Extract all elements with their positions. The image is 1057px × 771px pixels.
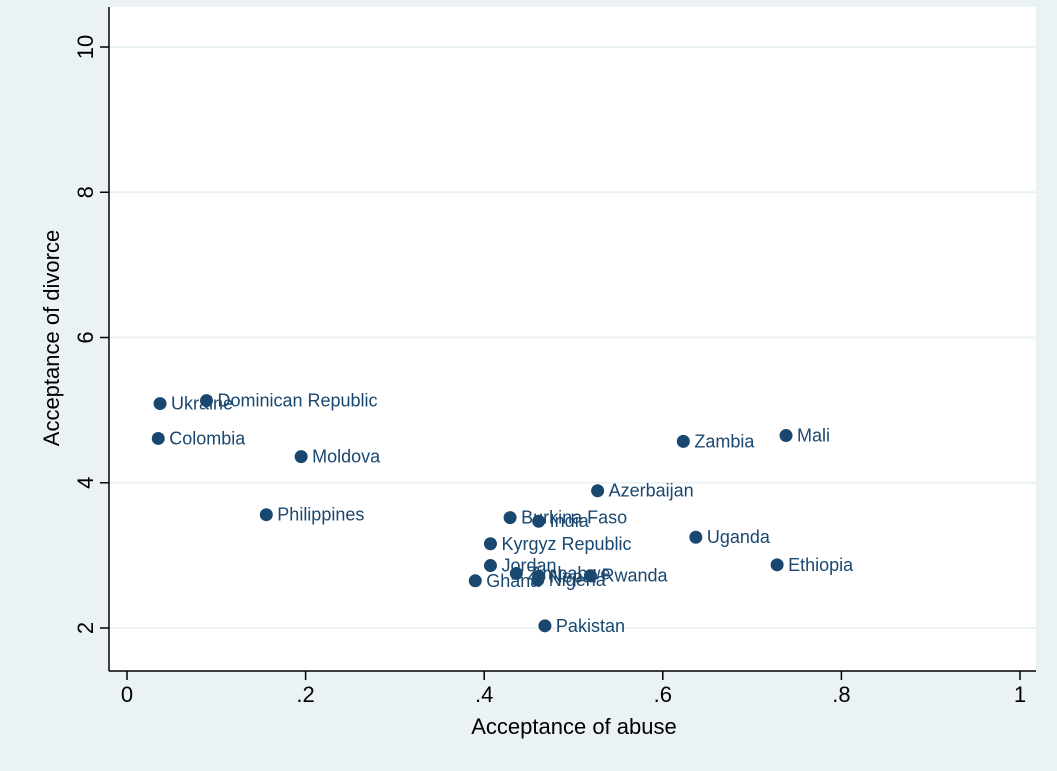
data-point-label: Burkina Faso — [521, 508, 627, 528]
x-tick-label: .2 — [296, 682, 314, 707]
data-point — [151, 431, 165, 445]
data-point — [503, 511, 517, 525]
plot-area — [109, 7, 1036, 671]
x-axis-title: Acceptance of abuse — [471, 714, 676, 739]
data-point-label: Uganda — [707, 527, 771, 547]
axes: 2 4 6 8 10 0 .2 .4 .6 .8 1 — [73, 7, 1036, 707]
data-point-label: Mali — [797, 426, 830, 446]
x-tick-label: 0 — [121, 682, 133, 707]
y-tick-label: 8 — [73, 186, 98, 198]
data-point-label: Ghana — [486, 571, 541, 591]
data-point — [509, 567, 523, 581]
data-point — [468, 574, 482, 588]
gridlines — [109, 46, 1036, 629]
x-tick-label: 1 — [1014, 682, 1026, 707]
data-point — [531, 573, 545, 587]
data-points: UkraineDominican RepublicColombiaMoldova… — [151, 391, 854, 636]
y-tick-label: 2 — [73, 622, 98, 634]
data-point — [294, 450, 308, 464]
data-point-label: Nigeria — [549, 570, 607, 590]
y-axis-title: Acceptance of divorce — [39, 230, 64, 446]
x-tick-label: .8 — [832, 682, 850, 707]
data-point-label: India — [550, 511, 590, 531]
data-point — [770, 558, 784, 572]
data-point-label: Philippines — [277, 505, 364, 525]
data-point — [532, 514, 546, 528]
x-tick-label: .4 — [475, 682, 493, 707]
data-point-label: Nepal — [550, 566, 597, 586]
data-point — [779, 429, 793, 443]
data-point — [583, 569, 597, 583]
data-point-label: Kyrgyz Republic — [501, 534, 631, 554]
data-point-label: Dominican Republic — [217, 391, 377, 411]
data-point-label: Azerbaijan — [609, 481, 694, 501]
data-point-label: Pakistan — [556, 616, 625, 636]
data-point — [538, 619, 552, 633]
data-point-label: Moldova — [312, 447, 381, 467]
x-tick-label: .6 — [654, 682, 672, 707]
y-tick-label: 10 — [73, 35, 98, 59]
data-point — [199, 394, 213, 408]
data-point — [591, 484, 605, 498]
data-point — [153, 397, 167, 411]
data-point — [259, 508, 273, 522]
data-point-label: Colombia — [169, 428, 246, 448]
data-point — [483, 537, 497, 551]
data-point-label: Ethiopia — [788, 555, 854, 575]
data-point-label: Zambia — [694, 431, 755, 451]
data-point — [483, 559, 497, 573]
data-point-label: Rwanda — [601, 566, 668, 586]
data-point — [689, 530, 703, 544]
y-tick-label: 6 — [73, 331, 98, 343]
data-point — [676, 434, 690, 448]
y-tick-label: 4 — [73, 477, 98, 489]
